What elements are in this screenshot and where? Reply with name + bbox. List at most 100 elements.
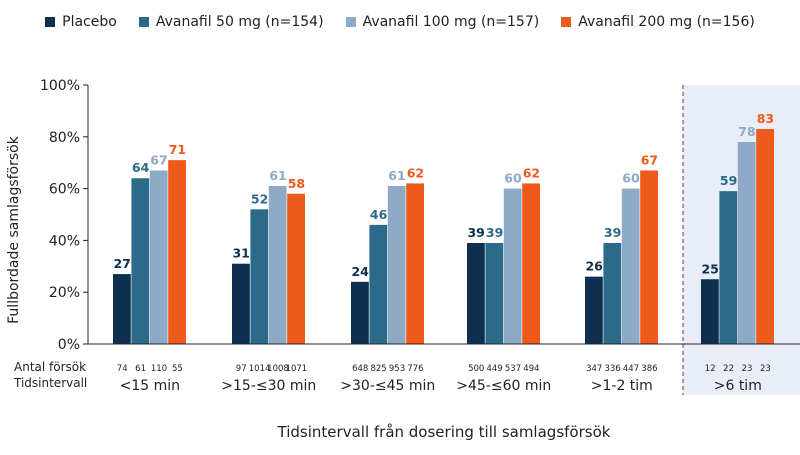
bar-value-label: 39: [467, 225, 484, 240]
bar-value-label: 64: [132, 160, 150, 175]
attempt-count-label: 12: [705, 364, 716, 374]
legend-item-avanafil-100: Avanafil 100 mg (n=157): [345, 14, 540, 30]
legend-item-avanafil-50: Avanafil 50 mg (n=154): [138, 14, 324, 30]
bar: [369, 224, 388, 344]
bar: [737, 141, 756, 344]
attempt-count-label: 55: [172, 364, 183, 374]
attempt-count-label: 97: [236, 364, 247, 374]
bar: [719, 191, 738, 344]
attempt-count-label: 447: [623, 364, 639, 374]
attempt-count-label: 386: [641, 364, 657, 374]
chart-legend: Placebo Avanafil 50 mg (n=154) Avanafil …: [0, 14, 800, 30]
y-tick-label: 100%: [40, 78, 80, 94]
attempts-row-label: Antal försök: [14, 360, 87, 374]
x-category-label: >6 tim: [714, 378, 762, 394]
bar-value-label: 25: [701, 261, 718, 276]
bar-value-label: 67: [150, 152, 167, 167]
bar: [351, 281, 369, 344]
legend-swatch-placebo: [45, 17, 56, 27]
bar-value-label: 62: [523, 165, 540, 180]
attempt-count-label: 22: [723, 364, 734, 374]
bar: [522, 183, 540, 344]
bar-value-label: 39: [604, 225, 621, 240]
legend-label-avanafil-50: Avanafil 50 mg (n=154): [155, 14, 324, 30]
bar: [585, 276, 603, 344]
bar: [232, 263, 250, 344]
x-category-label: >30-≤45 min: [340, 378, 435, 394]
bar: [640, 170, 658, 344]
bar: [603, 242, 622, 344]
bar: [467, 242, 485, 344]
attempt-count-label: 74: [117, 364, 128, 374]
attempt-count-label: 336: [604, 364, 620, 374]
attempt-count-label: 648: [352, 364, 368, 374]
x-category-label: >1-2 tim: [591, 378, 653, 394]
bar-value-label: 61: [388, 168, 405, 183]
legend-item-avanafil-200: Avanafil 200 mg (n=156): [561, 14, 755, 30]
bar: [621, 188, 640, 344]
attempt-count-label: 110: [151, 364, 167, 374]
legend-label-avanafil-200: Avanafil 200 mg (n=156): [578, 14, 755, 30]
attempt-count-label: 953: [389, 364, 405, 374]
bar-value-label: 59: [720, 173, 737, 188]
bar: [287, 193, 305, 344]
y-tick-label: 20%: [49, 285, 80, 301]
bar-value-label: 62: [407, 165, 424, 180]
y-tick-label: 80%: [49, 130, 80, 146]
legend-label-placebo: Placebo: [62, 14, 117, 30]
attempt-count-label: 449: [486, 364, 502, 374]
bar: [168, 160, 186, 344]
y-tick-label: 40%: [49, 233, 80, 249]
x-category-label: >45-≤60 min: [456, 378, 551, 394]
bar: [503, 188, 522, 344]
bar-value-label: 52: [251, 191, 268, 206]
x-category-label: <15 min: [120, 378, 180, 394]
attempt-count-label: 347: [586, 364, 602, 374]
y-axis-title-box: Fullbordade samlagsförsök: [4, 110, 24, 350]
bar-value-label: 26: [585, 259, 603, 274]
x-axis-title: Tidsintervall från dosering till samlags…: [277, 423, 611, 441]
attempt-count-label: 500: [468, 364, 484, 374]
bar: [756, 129, 774, 344]
bar: [268, 186, 287, 344]
bar: [250, 209, 269, 344]
bar: [149, 170, 168, 344]
bar-value-label: 24: [351, 264, 369, 279]
attempt-count-label: 61: [135, 364, 146, 374]
attempt-count-label: 1008: [267, 364, 289, 374]
attempt-count-label: 825: [370, 364, 386, 374]
bar-value-label: 78: [738, 124, 755, 139]
bar-value-label: 71: [169, 142, 186, 157]
bar-value-label: 39: [486, 225, 503, 240]
y-tick-label: 60%: [49, 182, 80, 198]
y-tick-label: 0%: [58, 337, 80, 353]
bar: [485, 242, 504, 344]
x-category-label: >15-≤30 min: [221, 378, 316, 394]
bar-value-label: 61: [269, 168, 286, 183]
legend-swatch-avanafil-200: [561, 17, 572, 27]
attempt-count-label: 537: [505, 364, 521, 374]
bar-value-label: 31: [232, 246, 249, 261]
legend-swatch-avanafil-100: [345, 17, 356, 27]
bar-value-label: 67: [641, 152, 658, 167]
bar-value-label: 83: [757, 111, 774, 126]
attempt-count-label: 776: [407, 364, 423, 374]
bar-value-label: 27: [113, 256, 130, 271]
bar: [406, 183, 424, 344]
bar: [113, 274, 131, 344]
y-axis-title: Fullbordade samlagsförsök: [6, 136, 22, 324]
legend-label-avanafil-100: Avanafil 100 mg (n=157): [362, 14, 540, 30]
bar-value-label: 60: [622, 171, 640, 186]
interval-row-label: Tidsintervall: [14, 376, 88, 390]
legend-swatch-avanafil-50: [138, 17, 149, 27]
attempt-count-label: 23: [742, 364, 753, 374]
attempt-count-label: 494: [523, 364, 539, 374]
attempt-count-label: 23: [760, 364, 771, 374]
legend-item-placebo: Placebo: [45, 14, 117, 30]
attempt-count-label: 1014: [249, 364, 271, 374]
attempt-count-label: 1071: [286, 364, 308, 374]
bar: [701, 279, 719, 344]
bar: [131, 178, 150, 344]
bar-value-label: 58: [288, 176, 305, 191]
